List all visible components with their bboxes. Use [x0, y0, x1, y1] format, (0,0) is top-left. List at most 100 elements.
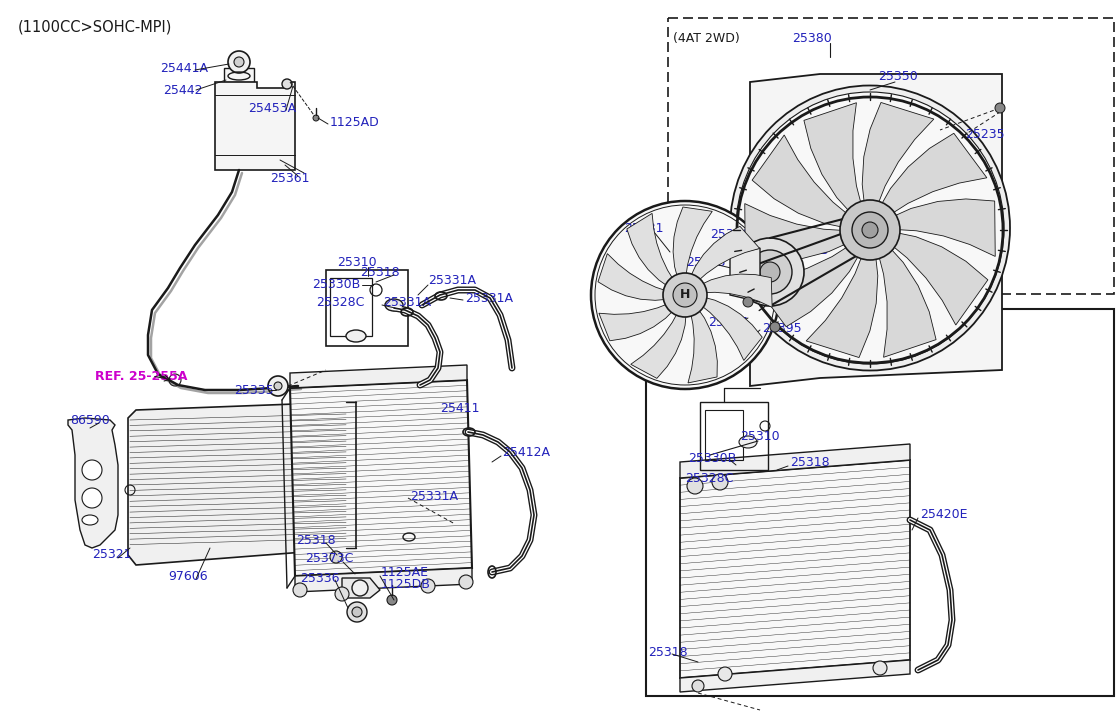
Polygon shape [68, 418, 118, 548]
Circle shape [718, 667, 732, 681]
Circle shape [233, 57, 244, 67]
Polygon shape [877, 242, 936, 357]
Circle shape [82, 460, 102, 480]
Text: 25310: 25310 [739, 430, 780, 443]
Bar [646, 309, 1114, 696]
Polygon shape [886, 199, 995, 257]
Polygon shape [745, 204, 853, 261]
Text: 25386: 25386 [710, 228, 750, 241]
Text: 25395: 25395 [762, 321, 802, 334]
Text: 25412A: 25412A [502, 446, 550, 459]
Polygon shape [689, 226, 760, 283]
Circle shape [281, 79, 292, 89]
Text: 25318: 25318 [790, 456, 830, 468]
Polygon shape [599, 302, 676, 341]
Ellipse shape [736, 92, 1004, 364]
Circle shape [352, 607, 362, 617]
Circle shape [712, 474, 728, 490]
Bar [225, 68, 254, 82]
Circle shape [352, 580, 367, 596]
Circle shape [862, 222, 878, 238]
Polygon shape [680, 444, 910, 478]
Polygon shape [295, 568, 472, 592]
Circle shape [82, 488, 102, 508]
Bar [330, 278, 372, 336]
Text: 25331A: 25331A [383, 297, 431, 310]
Text: 25318: 25318 [360, 265, 400, 278]
Polygon shape [862, 103, 934, 212]
Circle shape [313, 115, 319, 121]
Circle shape [663, 273, 707, 317]
Polygon shape [688, 306, 717, 383]
Polygon shape [804, 103, 863, 218]
Bar [668, 18, 1114, 294]
Text: 25328C: 25328C [685, 472, 734, 484]
Text: 25328C: 25328C [316, 297, 364, 310]
Text: 97606: 97606 [168, 571, 208, 584]
Ellipse shape [346, 330, 366, 342]
Circle shape [459, 575, 472, 589]
Bar [326, 270, 408, 346]
Polygon shape [598, 254, 670, 300]
Circle shape [770, 322, 780, 332]
Text: 25442: 25442 [163, 84, 202, 97]
Circle shape [293, 583, 307, 597]
Text: 25361: 25361 [270, 172, 309, 185]
Text: 25335: 25335 [233, 384, 274, 396]
Polygon shape [214, 82, 295, 170]
Polygon shape [752, 135, 855, 229]
Circle shape [386, 595, 397, 605]
Text: 25373C: 25373C [305, 552, 353, 564]
Circle shape [743, 297, 753, 307]
Circle shape [347, 602, 367, 622]
Polygon shape [631, 310, 686, 378]
Text: 25380: 25380 [792, 31, 832, 44]
Text: 25331A: 25331A [465, 292, 513, 305]
Polygon shape [698, 297, 762, 361]
Text: 25330B: 25330B [312, 278, 361, 291]
Polygon shape [750, 74, 1002, 386]
Polygon shape [806, 249, 878, 358]
Polygon shape [731, 248, 760, 302]
Circle shape [736, 238, 804, 306]
Circle shape [228, 51, 250, 73]
Polygon shape [290, 380, 472, 576]
Text: 25385B: 25385B [780, 244, 829, 257]
Text: 25331A: 25331A [410, 489, 458, 502]
Text: 25318: 25318 [296, 534, 335, 547]
Circle shape [995, 103, 1005, 113]
Circle shape [274, 382, 281, 390]
Polygon shape [627, 214, 675, 289]
Circle shape [591, 201, 779, 389]
Polygon shape [698, 274, 772, 308]
Text: REF. 25-255A: REF. 25-255A [95, 369, 188, 382]
Polygon shape [342, 578, 380, 598]
Text: 25318: 25318 [648, 646, 688, 659]
Circle shape [335, 587, 349, 601]
Ellipse shape [385, 299, 403, 311]
Text: 25336: 25336 [300, 571, 340, 585]
Circle shape [268, 376, 288, 396]
Circle shape [421, 579, 435, 593]
Circle shape [687, 478, 703, 494]
Text: 25310: 25310 [337, 255, 376, 268]
Text: 25420E: 25420E [920, 507, 967, 521]
Circle shape [873, 661, 887, 675]
Text: 25231: 25231 [624, 222, 663, 235]
Ellipse shape [82, 515, 98, 525]
Text: 86590: 86590 [70, 414, 109, 427]
Ellipse shape [731, 86, 1010, 371]
Polygon shape [128, 402, 356, 565]
Circle shape [760, 262, 780, 282]
Polygon shape [886, 231, 987, 325]
Ellipse shape [739, 436, 757, 448]
Text: 1125AD: 1125AD [330, 116, 380, 129]
Bar [705, 410, 743, 460]
Text: 25330B: 25330B [688, 451, 736, 465]
Text: 25331A: 25331A [428, 273, 476, 286]
Text: 1125DB: 1125DB [381, 577, 431, 590]
Text: 25237: 25237 [708, 316, 747, 329]
Text: H: H [680, 289, 690, 302]
Circle shape [330, 551, 342, 563]
Circle shape [693, 680, 704, 692]
